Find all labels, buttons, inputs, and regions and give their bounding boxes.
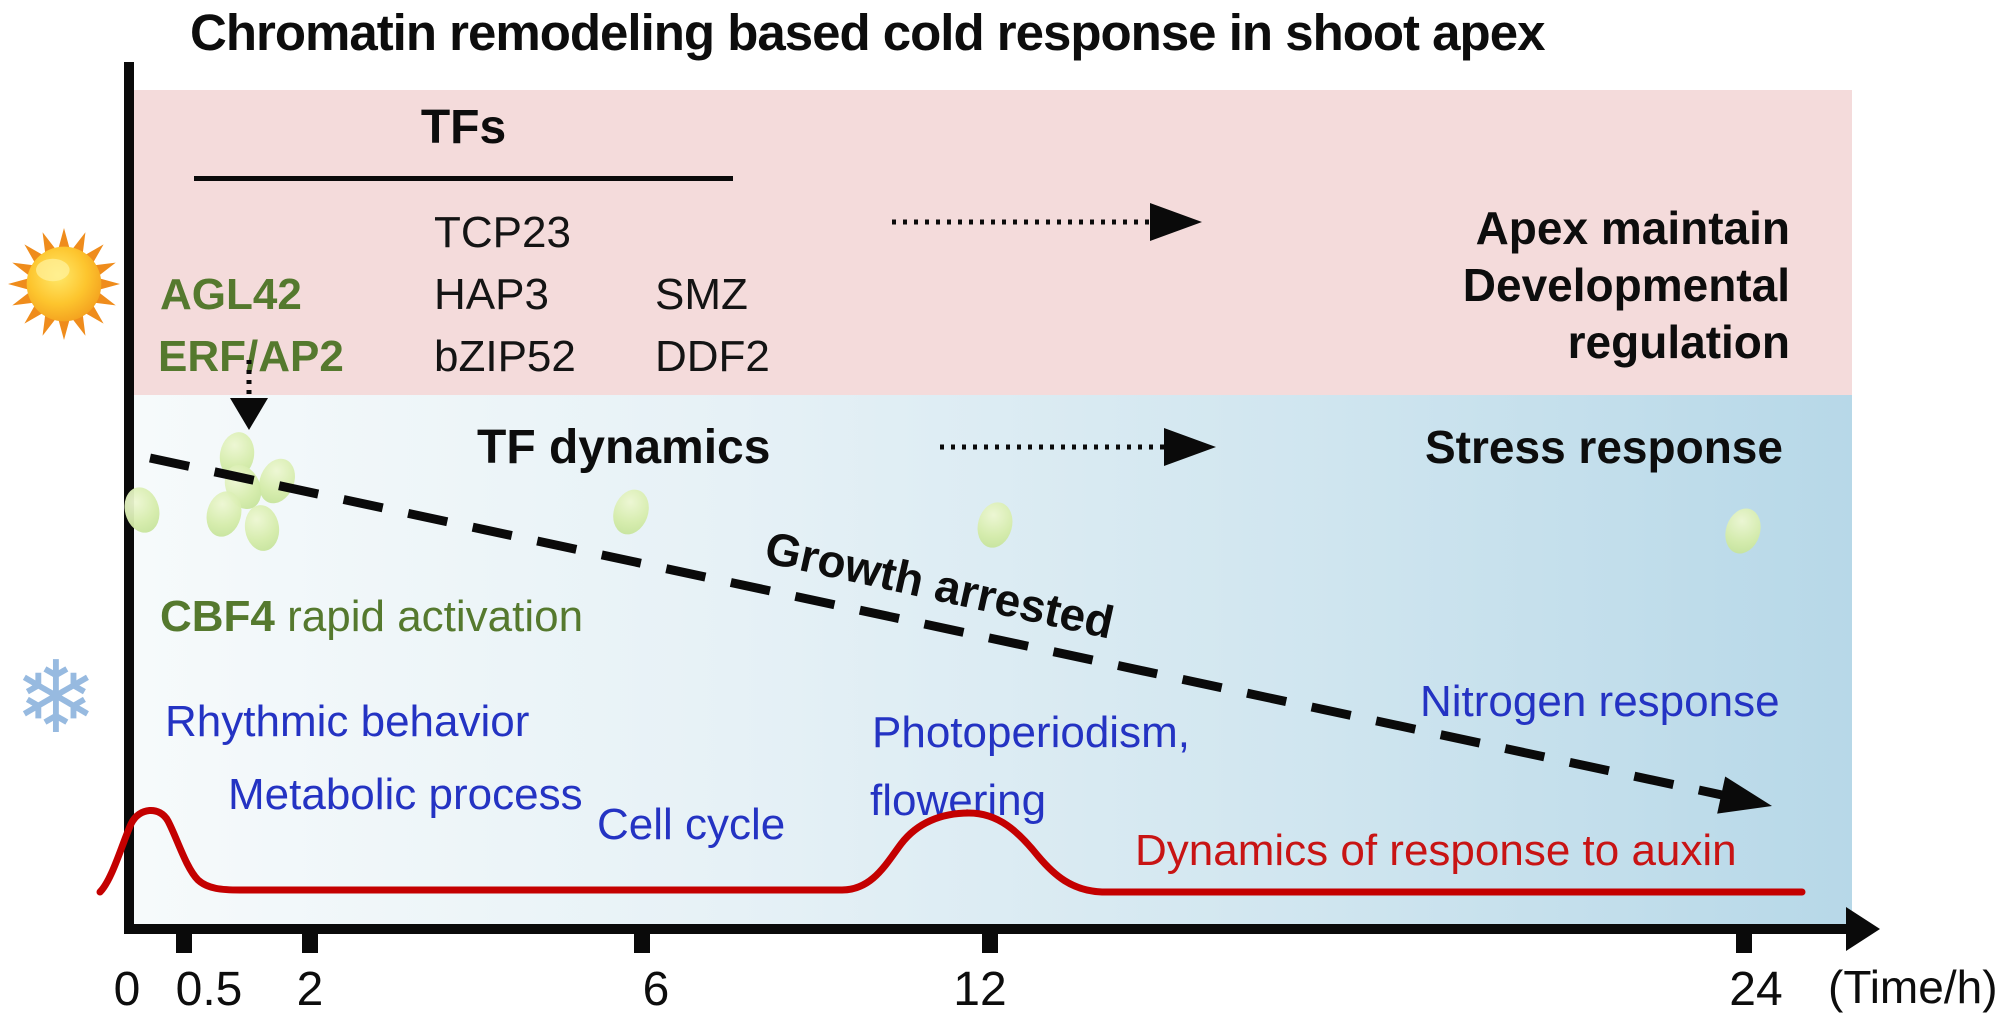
stress-response-heading: Stress response — [1425, 421, 1783, 473]
tf-erf-ap2: ERF/AP2 — [158, 332, 344, 381]
sun-icon — [8, 228, 120, 340]
x-axis-line — [124, 924, 1851, 934]
metabolic-process-label: Metabolic process — [228, 770, 583, 819]
flowering-label: flowering — [870, 776, 1047, 825]
tf-dynamics-heading: TF dynamics — [477, 421, 771, 474]
time-unit-label: (Time/h) — [1828, 961, 1998, 1013]
x-label-0: 0 — [113, 963, 141, 1016]
tf-tcp23: TCP23 — [434, 208, 571, 257]
outcome-developmental-regulation: Developmental regulation — [1462, 259, 1790, 368]
apex-maintenance-band — [133, 90, 1852, 395]
auxin-response-label: Dynamics of response to auxin — [1135, 826, 1737, 875]
x-tick-12 — [982, 933, 998, 953]
x-label-6: 6 — [642, 963, 670, 1016]
tf-smz: SMZ — [655, 270, 748, 319]
tf-ddf2: DDF2 — [655, 332, 770, 381]
developmental-outcome-text: Apex maintain Developmental regulation — [1230, 200, 1790, 371]
snowflake-icon: ❄ — [14, 642, 98, 754]
rhythmic-behavior-label: Rhythmic behavior — [165, 697, 530, 746]
tf-bzip52: bZIP52 — [434, 332, 576, 381]
cell-cycle-label: Cell cycle — [597, 800, 786, 849]
x-label-12: 12 — [953, 963, 1007, 1016]
nitrogen-response-label: Nitrogen response — [1420, 677, 1780, 726]
cbf4-activation-text: rapid activation — [274, 592, 584, 641]
x-label-0-5: 0.5 — [175, 963, 243, 1016]
tf-hap3: HAP3 — [434, 270, 549, 319]
figure-title: Chromatin remodeling based cold response… — [190, 4, 1545, 61]
tf-agl42: AGL42 — [160, 270, 302, 319]
x-label-24: 24 — [1729, 963, 1783, 1016]
x-label-2: 2 — [296, 963, 324, 1016]
cbf4-gene-name: CBF4 — [160, 592, 275, 641]
photoperiodism-label: Photoperiodism, — [872, 708, 1190, 757]
x-tick-2 — [302, 933, 318, 953]
x-tick-24 — [1736, 933, 1752, 953]
tfs-panel-title: TFs — [420, 101, 507, 154]
outcome-apex-maintain: Apex maintain — [1475, 202, 1790, 254]
cbf4-activation-label: CBF4 rapid activation — [160, 592, 583, 642]
x-tick-6 — [634, 933, 650, 953]
tfs-underline — [194, 176, 733, 181]
x-axis-arrowhead-icon — [1846, 907, 1880, 951]
x-tick-0-5 — [176, 933, 192, 953]
